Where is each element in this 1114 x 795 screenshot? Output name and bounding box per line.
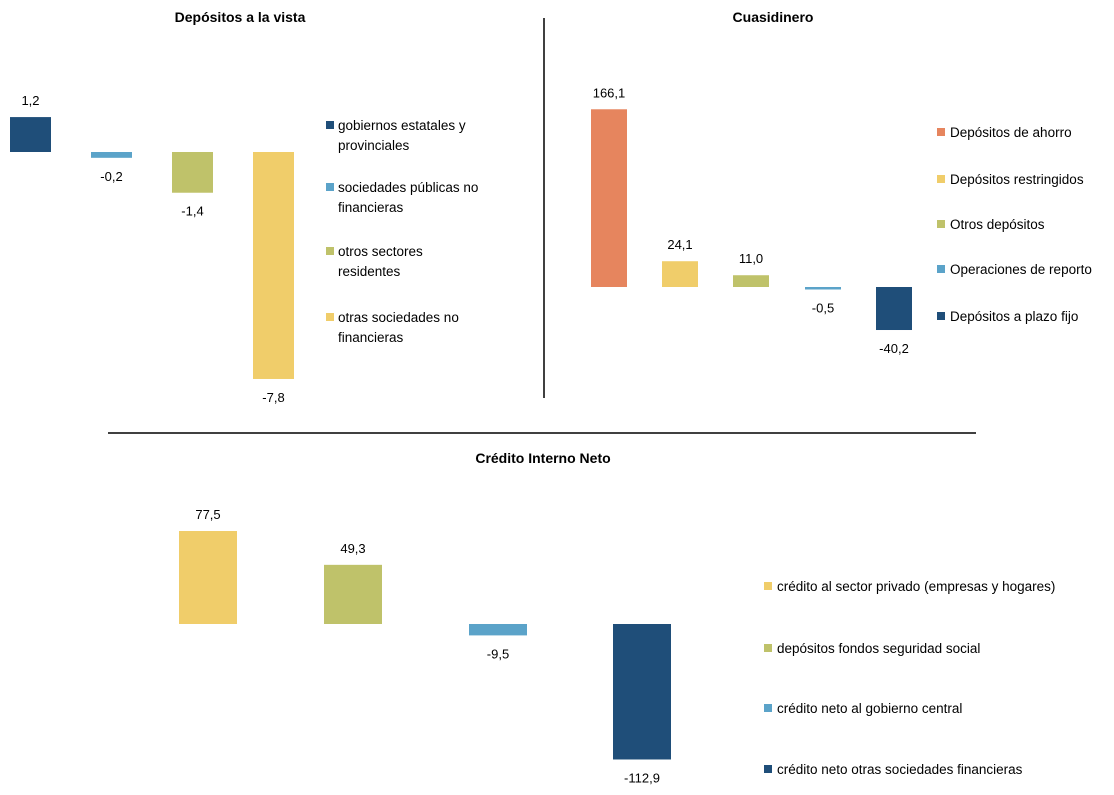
- data-label-otros-sectores-residentes: -1,4: [181, 204, 203, 219]
- data-label-depositos-de-ahorro: 166,1: [593, 85, 626, 100]
- chart-credito-interno: 77,5 crédito al sector privado (empresas …: [179, 507, 1055, 785]
- data-label-credito-al-sector-privado-empresas-y-hogares: 77,5: [195, 507, 220, 522]
- bar-credito-neto-otras-sociedades-financieras: [613, 624, 671, 760]
- data-label-depositos-fondos-seguridad-social: 49,3: [340, 541, 365, 556]
- chart-title-credito-interno: Crédito Interno Neto: [475, 450, 610, 466]
- legend-swatch-operaciones-de-reporto: [937, 265, 945, 273]
- legend-label-otros-sectores-residentes: otros sectores residentes: [338, 244, 423, 279]
- legend-swatch-credito-neto-al-gobierno-central: [764, 704, 772, 712]
- data-label-depositos-a-plazo-fijo: -40,2: [879, 341, 909, 356]
- data-label-gobiernos-estatales-y-provinciales: 1,2: [21, 93, 39, 108]
- legend-swatch-depositos-a-plazo-fijo: [937, 312, 945, 320]
- legend-swatch-depositos-fondos-seguridad-social: [764, 644, 772, 652]
- legend-label-gobiernos-estatales-y-provinciales: gobiernos estatales y provinciales: [338, 118, 466, 153]
- bar-depositos-fondos-seguridad-social: [324, 564, 382, 624]
- bar-otras-sociedades-no-financieras: [253, 152, 294, 379]
- legend-swatch-sociedades-publicas-no-financieras: [326, 183, 334, 191]
- legend-label-otras-sociedades-no-financieras: otras sociedades no financieras: [338, 310, 459, 345]
- legend-swatch-credito-neto-otras-sociedades-financieras: [764, 765, 772, 773]
- chart-title-cuasidinero: Cuasidinero: [733, 9, 814, 25]
- data-label-otras-sociedades-no-financieras: -7,8: [262, 390, 284, 405]
- data-label-depositos-restringidos: 24,1: [667, 237, 692, 252]
- data-label-sociedades-publicas-no-financieras: -0,2: [100, 169, 122, 184]
- legend-label-depositos-a-plazo-fijo: Depósitos a plazo fijo: [950, 309, 1078, 324]
- legend-label-depositos-restringidos: Depósitos restringidos: [950, 172, 1084, 187]
- data-label-credito-neto-al-gobierno-central: -9,5: [487, 646, 509, 661]
- chart-depositos-vista: 1,2 gobiernos estatales y provinciales -0,2…: [10, 93, 478, 405]
- bar-credito-neto-al-gobierno-central: [469, 624, 527, 636]
- bar-sociedades-publicas-no-financieras: [91, 152, 132, 158]
- legend-swatch-otros-sectores-residentes: [326, 247, 334, 255]
- chart-cuasidinero: 166,1 Depósitos de ahorro 24,1 Depósitos re…: [591, 85, 1092, 356]
- bar-operaciones-de-reporto: [805, 287, 841, 290]
- bar-gobiernos-estatales-y-provinciales: [10, 117, 51, 152]
- legend-label-otros-depositos: Otros depósitos: [950, 217, 1045, 232]
- legend-label-sociedades-publicas-no-financieras: sociedades públicas no financieras: [338, 180, 478, 215]
- chart-title-depositos-vista: Depósitos a la vista: [175, 9, 306, 25]
- legend-label-operaciones-de-reporto: Operaciones de reporto: [950, 262, 1092, 277]
- legend-label-credito-neto-otras-sociedades-financieras: crédito neto otras sociedades financiera…: [777, 762, 1023, 777]
- legend-swatch-credito-al-sector-privado-empresas-y-hogares: [764, 582, 772, 590]
- bar-otros-depositos: [733, 275, 769, 287]
- data-label-credito-neto-otras-sociedades-financieras: -112,9: [624, 770, 660, 785]
- legend-label-credito-neto-al-gobierno-central: crédito neto al gobierno central: [777, 701, 962, 716]
- legend-swatch-depositos-de-ahorro: [937, 128, 945, 136]
- data-label-operaciones-de-reporto: -0,5: [812, 301, 834, 316]
- bar-depositos-restringidos: [662, 261, 698, 287]
- bar-depositos-a-plazo-fijo: [876, 287, 912, 331]
- bar-otros-sectores-residentes: [172, 152, 213, 193]
- bar-depositos-de-ahorro: [591, 109, 627, 287]
- legend-swatch-gobiernos-estatales-y-provinciales: [326, 121, 334, 129]
- legend-swatch-otras-sociedades-no-financieras: [326, 313, 334, 321]
- data-label-otros-depositos: 11,0: [739, 251, 763, 266]
- legend-label-credito-al-sector-privado-empresas-y-hogares: crédito al sector privado (empresas y ho…: [777, 579, 1055, 594]
- legend-swatch-otros-depositos: [937, 220, 945, 228]
- legend-label-depositos-fondos-seguridad-social: depósitos fondos seguridad social: [777, 641, 980, 656]
- legend-swatch-depositos-restringidos: [937, 175, 945, 183]
- legend-label-depositos-de-ahorro: Depósitos de ahorro: [950, 125, 1072, 140]
- bar-credito-al-sector-privado-empresas-y-hogares: [179, 531, 237, 624]
